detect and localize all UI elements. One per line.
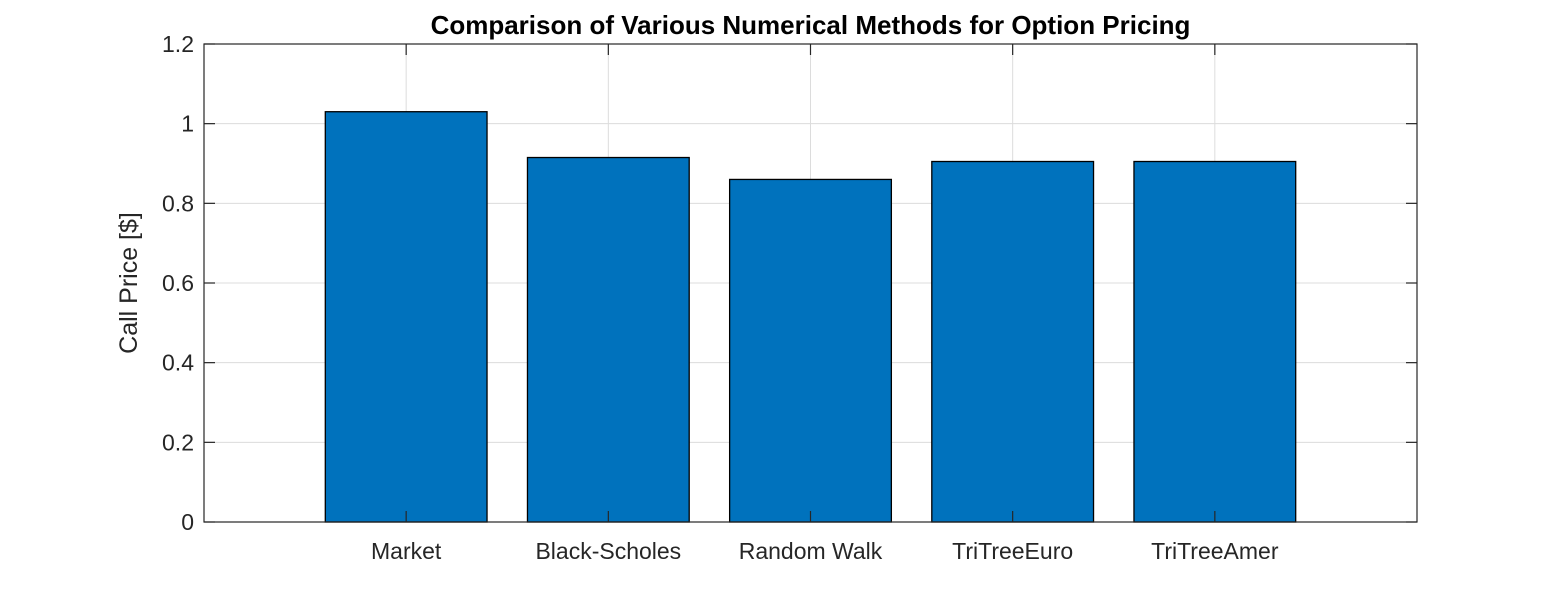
x-tick-label: TriTreeAmer: [1151, 538, 1279, 564]
bar-tritreeeuro: [931, 160, 1095, 523]
tick-layer: 0 0.2 0.4 0.6 0.8 1 1.2 Market Black-Scholes Rand…: [162, 31, 1417, 564]
y-tick-label: 1: [181, 111, 194, 137]
y-tick-label: 0.8: [162, 190, 194, 216]
chart-title: Comparison of Various Numerical Methods …: [431, 10, 1191, 40]
bar-random-walk: [728, 178, 893, 523]
bar-market: [324, 111, 488, 523]
x-tick-label: Market: [371, 538, 442, 564]
x-tick-label: TriTreeEuro: [952, 538, 1073, 564]
x-tick-label: Random Walk: [739, 538, 883, 564]
y-tick-label: 1.2: [162, 31, 194, 57]
y-tick-label: 0.2: [162, 429, 194, 455]
y-tick-label: 0: [181, 509, 194, 535]
bar-tritreeamer: [1133, 160, 1297, 523]
y-tick-label: 0.6: [162, 270, 194, 296]
y-tick-label: 0.4: [162, 350, 194, 376]
y-axis-label: Call Price [$]: [115, 212, 143, 354]
x-tick-label: Black-Scholes: [535, 538, 681, 564]
bar-black-scholes: [526, 156, 690, 523]
